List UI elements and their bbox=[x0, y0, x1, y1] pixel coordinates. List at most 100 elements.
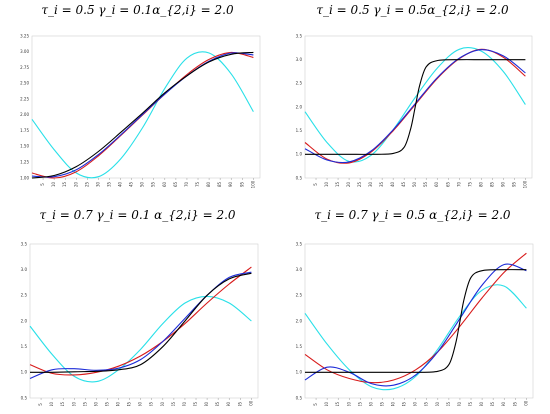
x-tick-label: 80 bbox=[206, 182, 211, 188]
y-tick-label: 1.00 bbox=[20, 175, 29, 180]
series-line bbox=[304, 252, 527, 384]
x-tick-label: 20 bbox=[73, 182, 78, 188]
series-line bbox=[29, 271, 252, 380]
x-tick-label: 55 bbox=[424, 402, 429, 406]
series-line bbox=[305, 59, 526, 155]
y-tick-label: 3.0 bbox=[296, 267, 303, 272]
chart-4: 0.5 1.0 1.5 2.0 2.5 3.0 3.5 5 10 15 20 25 30 35 40 45 50… bbox=[296, 241, 534, 406]
chart-title-3: τ_i = 0.7 γ_i = 0.1 α_{2,i} = 2.0 bbox=[39, 208, 236, 222]
x-tick-label: 45 bbox=[129, 182, 134, 188]
x-tick-label: 75 bbox=[193, 402, 198, 406]
x-tick-label: 30 bbox=[368, 402, 373, 406]
x-tick-label: 60 bbox=[162, 182, 167, 188]
x-tick-label: 100 bbox=[523, 400, 528, 406]
x-tick-label: 45 bbox=[401, 182, 406, 188]
x-tick-label: 80 bbox=[204, 402, 209, 406]
x-tick-label: 90 bbox=[226, 402, 231, 406]
x-tick-label: 20 bbox=[346, 402, 351, 406]
plot-area bbox=[31, 35, 261, 179]
chart-title-4: τ_i = 0.7 γ_i = 0.5 α_{2,i} = 2.0 bbox=[314, 208, 511, 222]
x-tick-label: 35 bbox=[379, 182, 384, 188]
chart-3: 0.5 1.0 1.5 2.0 2.5 3.0 3.5 5 10 15 20 25 30 35 40 45 50… bbox=[21, 241, 259, 406]
x-tick-label: 60 bbox=[160, 402, 165, 406]
x-tick-label: 15 bbox=[335, 182, 340, 188]
x-tick-label: 10 bbox=[49, 402, 54, 406]
x-tick-label: 25 bbox=[357, 402, 362, 406]
y-tick-label: 1.50 bbox=[20, 144, 29, 149]
x-tick-label: 95 bbox=[239, 182, 244, 188]
y-tick-label: 2.00 bbox=[20, 112, 29, 117]
x-tick-label: 10 bbox=[324, 402, 329, 406]
y-tick-label: 3.0 bbox=[21, 267, 28, 272]
x-tick-label: 35 bbox=[104, 402, 109, 406]
x-tick-label: 85 bbox=[490, 402, 495, 406]
x-tick-label: 90 bbox=[501, 402, 506, 406]
x-tick-label: 100 bbox=[250, 180, 255, 188]
y-tick-label: 3.5 bbox=[296, 241, 303, 246]
x-tick-label: 45 bbox=[127, 402, 132, 406]
x-tick-label: 40 bbox=[391, 402, 396, 406]
x-tick-label: 85 bbox=[215, 402, 220, 406]
y-tick-label: 3.25 bbox=[20, 33, 29, 38]
x-tick-label: 50 bbox=[138, 402, 143, 406]
series-line bbox=[304, 49, 526, 164]
plot-area bbox=[304, 35, 533, 179]
x-tick-label: 30 bbox=[93, 402, 98, 406]
y-tick-label: 1.0 bbox=[296, 370, 303, 375]
x-tick-label: 50 bbox=[413, 402, 418, 406]
y-tick-label: 2.50 bbox=[20, 81, 29, 86]
x-tick-label: 60 bbox=[434, 182, 439, 188]
x-tick-label: 65 bbox=[173, 182, 178, 188]
series-line bbox=[31, 51, 254, 179]
x-tick-label: 95 bbox=[511, 182, 516, 188]
x-tick-label: 30 bbox=[95, 182, 100, 188]
x-tick-label: 5 bbox=[313, 403, 318, 406]
x-tick-label: 85 bbox=[489, 182, 494, 188]
chart-2: 0.5 1.0 1.5 2.0 2.5 3.0 3.5 5 10 15 20 25 30 35 40 45 50… bbox=[296, 33, 533, 188]
series-line bbox=[304, 47, 526, 163]
x-tick-label: 65 bbox=[446, 402, 451, 406]
x-tick-label: 45 bbox=[402, 402, 407, 406]
x-tick-label: 40 bbox=[116, 402, 121, 406]
x-tick-label: 10 bbox=[51, 182, 56, 188]
x-tick-label: 95 bbox=[512, 402, 517, 406]
chart-title-1: τ_i = 0.5 γ_i = 0.1α_{2,i} = 2.0 bbox=[41, 3, 234, 17]
y-tick-label: 0.5 bbox=[296, 395, 303, 400]
x-tick-label: 35 bbox=[379, 402, 384, 406]
x-tick-label: 75 bbox=[468, 402, 473, 406]
x-tick-label: 70 bbox=[457, 402, 462, 406]
x-tick-label: 75 bbox=[195, 182, 200, 188]
x-tick-label: 90 bbox=[500, 182, 505, 188]
y-tick-label: 3.5 bbox=[21, 241, 28, 246]
y-tick-label: 3.0 bbox=[296, 57, 303, 62]
x-tick-label: 100 bbox=[522, 180, 527, 188]
x-tick-label: 25 bbox=[357, 182, 362, 188]
y-tick-label: 1.25 bbox=[20, 160, 29, 165]
x-tick-label: 60 bbox=[435, 402, 440, 406]
y-tick-label: 2.5 bbox=[21, 293, 28, 298]
y-tick-label: 2.0 bbox=[296, 318, 303, 323]
x-tick-label: 85 bbox=[217, 182, 222, 188]
series-line bbox=[304, 263, 527, 387]
y-tick-label: 1.5 bbox=[296, 128, 303, 133]
y-tick-label: 2.0 bbox=[21, 318, 28, 323]
x-tick-label: 55 bbox=[151, 182, 156, 188]
chart-1: 1.00 1.25 1.50 1.75 2.00 2.25 2.50 2.75 3.00 3.25… bbox=[20, 33, 261, 188]
plot-area bbox=[29, 243, 259, 399]
x-tick-label: 20 bbox=[71, 402, 76, 406]
x-tick-label: 70 bbox=[182, 402, 187, 406]
x-tick-label: 70 bbox=[456, 182, 461, 188]
series-line bbox=[29, 266, 252, 376]
series-line bbox=[29, 272, 252, 373]
x-tick-label: 25 bbox=[82, 402, 87, 406]
x-tick-label: 55 bbox=[149, 402, 154, 406]
y-tick-label: 2.5 bbox=[296, 81, 303, 86]
y-tick-label: 0.5 bbox=[21, 395, 28, 400]
x-tick-label: 10 bbox=[324, 182, 329, 188]
y-tick-label: 1.0 bbox=[21, 370, 28, 375]
y-tick-label: 1.0 bbox=[296, 152, 303, 157]
series-line bbox=[304, 284, 527, 391]
x-tick-label: 5 bbox=[38, 403, 43, 406]
y-tick-label: 1.75 bbox=[20, 128, 29, 133]
y-tick-label: 3.5 bbox=[296, 33, 303, 38]
